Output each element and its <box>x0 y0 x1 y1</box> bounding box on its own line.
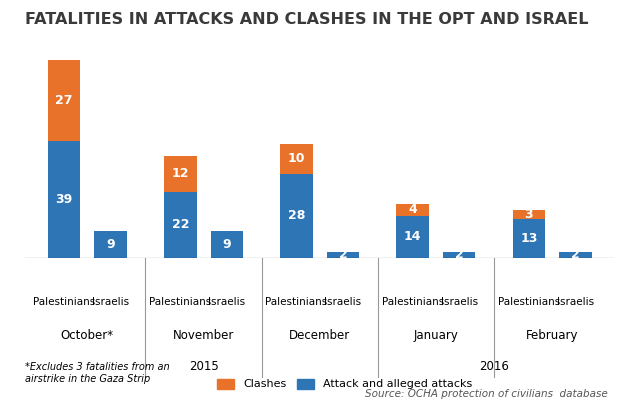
Text: 12: 12 <box>172 167 189 180</box>
Text: 10: 10 <box>288 152 305 165</box>
Text: 2015: 2015 <box>189 359 218 373</box>
Text: November: November <box>173 329 234 342</box>
Bar <box>94 231 127 258</box>
Bar <box>164 192 197 258</box>
Text: 9: 9 <box>223 238 231 251</box>
Text: 2016: 2016 <box>479 359 509 373</box>
Text: 39: 39 <box>56 193 73 206</box>
Text: Israelis: Israelis <box>92 297 129 307</box>
Bar <box>211 231 243 258</box>
Legend: Clashes, Attack and alleged attacks: Clashes, Attack and alleged attacks <box>213 374 477 394</box>
Text: 2: 2 <box>455 248 463 261</box>
Text: 4: 4 <box>408 203 417 216</box>
Bar <box>48 141 80 258</box>
Bar <box>48 59 80 141</box>
Bar <box>396 216 429 258</box>
Text: 14: 14 <box>404 230 421 243</box>
Bar <box>513 219 545 258</box>
Bar <box>280 174 313 258</box>
Text: FATALITIES IN ATTACKS AND CLASHES IN THE OPT AND ISRAEL: FATALITIES IN ATTACKS AND CLASHES IN THE… <box>25 12 589 27</box>
Bar <box>559 252 592 258</box>
Text: *Excludes 3 fatalities from an
airstrike in the Gaza Strip: *Excludes 3 fatalities from an airstrike… <box>25 362 170 384</box>
Text: 3: 3 <box>525 208 533 221</box>
Bar <box>164 156 197 192</box>
Text: October*: October* <box>61 329 114 342</box>
Text: Source: OCHA protection of civilians  database: Source: OCHA protection of civilians dat… <box>366 389 608 399</box>
Text: January: January <box>414 329 458 342</box>
Bar <box>396 204 429 216</box>
Text: Palestinians: Palestinians <box>149 297 211 307</box>
Text: 9: 9 <box>107 238 115 251</box>
Text: Palestinians: Palestinians <box>265 297 328 307</box>
Bar <box>513 210 545 219</box>
Text: February: February <box>526 329 579 342</box>
Text: Palestinians: Palestinians <box>382 297 444 307</box>
Text: Israelis: Israelis <box>208 297 245 307</box>
Text: Israelis: Israelis <box>324 297 362 307</box>
Text: 13: 13 <box>520 232 537 245</box>
Text: 2: 2 <box>571 248 580 261</box>
Text: December: December <box>289 329 350 342</box>
Bar <box>443 252 475 258</box>
Text: 28: 28 <box>288 209 305 223</box>
Bar <box>280 144 313 174</box>
Text: 27: 27 <box>55 94 73 106</box>
Text: Palestinians: Palestinians <box>498 297 560 307</box>
Text: 22: 22 <box>172 218 189 231</box>
Text: Israelis: Israelis <box>557 297 594 307</box>
Text: Palestinians: Palestinians <box>33 297 95 307</box>
Text: 2: 2 <box>339 248 347 261</box>
Text: Israelis: Israelis <box>441 297 478 307</box>
Bar <box>327 252 359 258</box>
